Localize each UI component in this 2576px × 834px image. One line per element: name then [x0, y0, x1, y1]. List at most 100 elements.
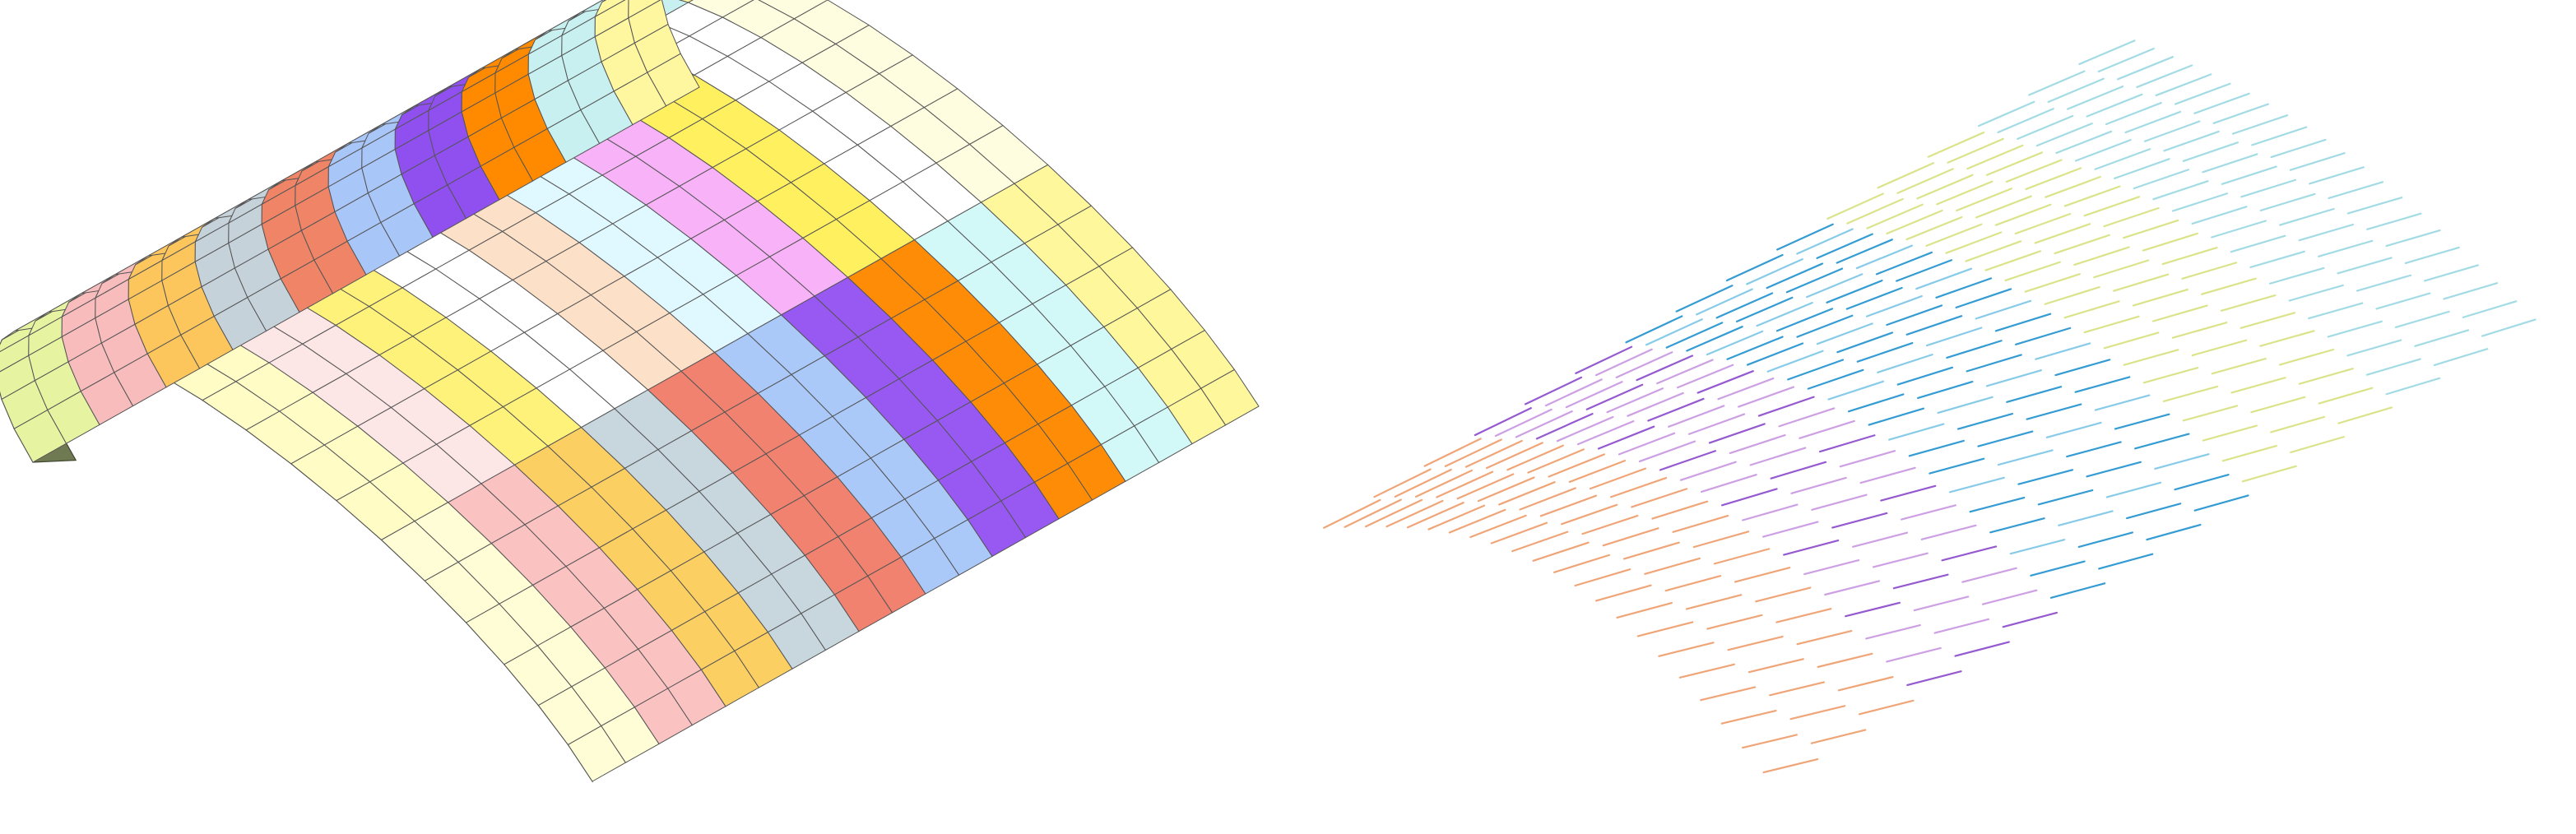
field-segment — [1696, 288, 1753, 316]
field-segment — [2063, 185, 2121, 207]
field-segment — [1866, 203, 1924, 229]
field-segment — [1474, 407, 1532, 437]
field-segment — [1511, 531, 1569, 553]
field-segment — [2181, 262, 2238, 280]
field-segment — [1877, 354, 1933, 373]
field-segment — [1811, 493, 1868, 511]
field-segment — [1675, 285, 1734, 313]
field-segment — [1535, 412, 1594, 440]
vault-cell — [758, 0, 829, 20]
field-segment — [2151, 304, 2208, 322]
field-segment — [2024, 273, 2081, 293]
field-segment — [1748, 658, 1804, 674]
field-segment — [2337, 257, 2393, 275]
field-segment — [1817, 652, 1873, 668]
field-segment — [1799, 419, 1855, 439]
field-segment — [1896, 366, 1954, 386]
field-segment — [2394, 310, 2450, 328]
field-segment — [1746, 257, 1803, 285]
field-segment — [1627, 392, 1684, 417]
field-segment — [1524, 376, 1583, 405]
field-segment — [2098, 553, 2154, 570]
field-segment — [2073, 246, 2130, 266]
field-segment — [1656, 359, 1714, 385]
field-segment — [1806, 273, 1864, 299]
field-segment — [2318, 387, 2374, 405]
field-segment — [2143, 120, 2201, 142]
field-segment — [1685, 594, 1743, 610]
field-segment — [1602, 527, 1659, 547]
field-segment — [1766, 350, 1824, 373]
field-segment — [1900, 504, 1956, 521]
field-segment — [1789, 705, 1846, 720]
field-segment — [1836, 239, 1893, 264]
field-segment — [1839, 450, 1896, 468]
field-segment — [2025, 167, 2082, 191]
field-segment — [2017, 114, 2074, 140]
field-segment — [2054, 234, 2110, 255]
field-segment — [2103, 331, 2160, 350]
field-segment — [2074, 376, 2131, 393]
field-segment — [2298, 368, 2354, 385]
field-segment — [1783, 539, 1840, 556]
field-segment — [2171, 322, 2228, 339]
field-segment — [2191, 206, 2248, 225]
field-segment — [1865, 624, 1921, 640]
field-segment — [1344, 498, 1402, 528]
field-segment — [1574, 568, 1631, 587]
field-segment — [1847, 393, 1905, 413]
field-segment — [2026, 403, 2082, 420]
field-segment — [1775, 608, 1832, 623]
field-segment — [1961, 567, 2017, 583]
field-segment — [2290, 436, 2345, 454]
field-segment — [1778, 407, 1836, 428]
field-segment — [1955, 288, 2012, 308]
field-segment — [2201, 277, 2257, 295]
field-segment — [2054, 359, 2111, 377]
field-segment — [1553, 554, 1611, 573]
field-segment — [1717, 377, 1775, 401]
field-segment — [2249, 250, 2305, 269]
field-segment — [1908, 439, 1965, 457]
field-segment — [2163, 130, 2220, 152]
field-segment — [1692, 531, 1750, 549]
field-segment — [1444, 438, 1502, 468]
field-segment — [1658, 642, 1715, 657]
field-segment — [1948, 476, 2005, 493]
field-segment — [1826, 280, 1883, 303]
field-segment — [1913, 595, 1970, 612]
field-segment — [2066, 441, 2122, 458]
field-segment — [1985, 151, 2044, 176]
field-segment — [2211, 358, 2267, 375]
field-segment — [2009, 539, 2066, 555]
field-segment — [2250, 396, 2306, 414]
field-segment — [2239, 312, 2296, 329]
field-segment — [2006, 386, 2063, 403]
field-segment — [1796, 228, 1854, 255]
field-segment — [1941, 545, 1998, 562]
field-segment — [2212, 103, 2269, 124]
field-segment — [2002, 611, 2058, 628]
field-segment — [1696, 370, 1754, 394]
field-segment — [1766, 262, 1824, 290]
field-segment — [2045, 421, 2102, 438]
field-segment — [1735, 296, 1794, 322]
field-segment — [2114, 413, 2170, 430]
field-segment — [1700, 474, 1757, 493]
field-segment — [1631, 488, 1688, 508]
field-segment — [2289, 152, 2346, 171]
field-segment — [2191, 339, 2248, 357]
field-segment — [2414, 329, 2470, 347]
field-segment — [2231, 114, 2289, 135]
field-segment — [1589, 467, 1647, 490]
field-segment — [1625, 315, 1683, 344]
field-segment — [2035, 123, 2093, 147]
field-segment — [2328, 181, 2384, 200]
field-segment — [1956, 188, 2013, 212]
field-segment — [1872, 552, 1929, 568]
field-segment — [2035, 342, 2091, 360]
field-segment — [1892, 573, 1949, 590]
field-segment — [1615, 351, 1673, 378]
field-segment — [1770, 461, 1827, 480]
